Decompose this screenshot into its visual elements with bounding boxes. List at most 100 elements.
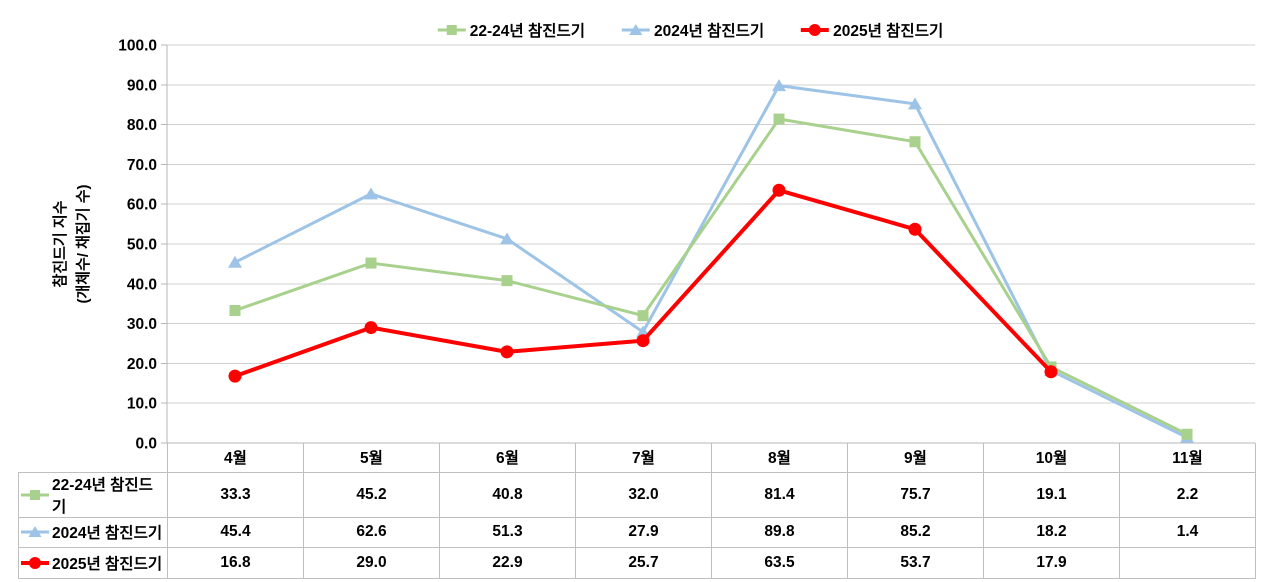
circle-marker-icon [228,369,242,383]
value-cell: 40.8 [439,471,576,518]
row-header-label: 2024년 참진드기 [52,525,163,542]
y-tick-label: 0.0 [135,436,157,453]
value-cell: 62.6 [303,516,440,548]
value-cell [1119,546,1256,579]
value-cell: 81.4 [711,471,848,518]
y-tick-label: 100.0 [118,38,157,55]
legend-label: 2024년 참진드기 [654,23,765,40]
value-cell: 18.2 [983,516,1120,548]
row-header-cell: 2024년 참진드기 [18,516,168,548]
table-row: 22-24년 참진드기 33.3 45.2 40.8 32.0 81.4 75.7 19.1 2… [18,471,1256,518]
y-tick-label: 90.0 [127,77,157,94]
circle-marker-icon [772,183,786,197]
value-cell: 33.3 [167,471,304,518]
value-cell: 16.8 [167,546,304,579]
y-tick-label: 80.0 [127,117,157,134]
value-cell: 45.4 [167,516,304,548]
circle-marker-icon [364,321,378,335]
row-header-cell: 2025년 참진드기 [18,546,168,579]
triangle-marker-icon [772,79,786,92]
value-cell: 27.9 [575,516,712,548]
triangle-marker-icon [28,526,42,537]
table-corner-cell [19,443,168,472]
series-3 [228,183,1058,383]
circle-marker-icon [29,556,41,569]
row-header-label: 2025년 참진드기 [52,555,163,573]
series-1 [229,113,1193,440]
value-cell: 63.5 [711,546,848,579]
row-marker-triangle-icon [21,526,49,537]
month-header-cell: 5월 [303,443,440,473]
y-axis-title-line1: 참진드기 지수 [52,200,69,288]
triangle-marker-icon [500,232,514,245]
month-header-cell: 10월 [983,443,1120,473]
square-marker-icon [773,113,785,125]
square-marker-icon [501,275,513,287]
month-header-cell: 4월 [167,443,304,473]
value-cell: 53.7 [847,546,984,579]
y-tick-label: 60.0 [127,197,157,214]
circle-marker-icon [809,24,822,36]
month-header-cell: 8월 [711,443,848,473]
y-axis-title: 참진드기 지수 (개체수/ 채집기 수) [49,184,95,303]
circle-marker-icon [908,222,922,236]
value-cell: 22.9 [439,546,576,579]
value-cell: 45.2 [303,471,440,518]
month-header-cell: 9월 [847,443,984,473]
legend-marker-circle-icon [801,24,830,36]
square-marker-icon [909,136,921,148]
table-row: 2025년 참진드기 16.8 29.0 22.9 25.7 63.5 53.7 17.9 [18,546,1256,579]
row-marker-square-icon [21,489,49,500]
square-marker-icon [637,310,649,322]
square-marker-icon [30,489,40,500]
legend-label: 22-24년 참진드기 [469,23,586,40]
triangle-marker-icon [228,255,242,268]
legend-item-22-24: 22-24년 참진드기 [437,19,585,41]
legend: 22-24년 참진드기 2024년 참진드기 2025년 참진드기 [437,19,943,41]
value-cell: 1.4 [1119,516,1256,548]
value-cell: 32.0 [575,471,712,518]
square-marker-icon [229,304,241,316]
circle-marker-icon [500,345,514,359]
y-axis-title-line2: (개체수/ 채집기 수) [75,184,92,304]
y-tick-label: 70.0 [127,157,157,174]
legend-item-2025: 2025년 참진드기 [800,19,943,41]
data-table: 4월 5월 6월 7월 8월 9월 10월 11월 22-24년 참진드기 33.3 45.2 40.… [18,443,1256,579]
series-line [234,84,1188,439]
series-line [234,188,1053,379]
value-cell: 17.9 [983,546,1120,579]
square-marker-icon [446,25,457,35]
y-tick-label: 10.0 [127,396,157,413]
row-header-label: 22-24년 참진드기 [51,476,153,516]
value-cell: 89.8 [711,516,848,548]
square-marker-icon [1181,428,1193,440]
row-header-cell: 22-24년 참진드기 [18,471,168,518]
triangle-marker-icon [629,24,643,35]
value-cell: 25.7 [575,546,712,579]
triangle-marker-icon [364,187,378,200]
circle-marker-icon [1044,365,1058,379]
month-header-row: 4월 5월 6월 7월 8월 9월 10월 11월 [19,443,1256,473]
month-header-cell: 11월 [1119,443,1256,473]
month-header-cell: 7월 [575,443,712,473]
value-cell: 75.7 [847,471,984,518]
y-tick-label: 40.0 [127,276,157,293]
value-cell: 51.3 [439,516,576,548]
triangle-marker-icon [908,97,922,110]
gridlines [167,44,1255,404]
legend-label: 2025년 참진드기 [833,23,944,40]
y-tick-label: 50.0 [127,237,157,254]
y-tick-labels: 0.0 10.0 20.0 30.0 40.0 50.0 60.0 70.0 80.0 90.0 1… [118,38,157,453]
row-marker-circle-icon [21,556,49,569]
table-row: 2024년 참진드기 45.4 62.6 51.3 27.9 89.8 85.2 18.2 1.… [18,516,1256,548]
square-marker-icon [365,257,377,269]
value-cell: 19.1 [983,471,1120,518]
y-tick-label: 20.0 [127,356,157,373]
value-cell: 29.0 [303,546,440,579]
series-line [234,117,1188,436]
legend-marker-triangle-icon [622,24,651,35]
value-cell: 85.2 [847,516,984,548]
legend-marker-square-icon [437,25,466,35]
y-tick-label: 30.0 [127,316,157,333]
